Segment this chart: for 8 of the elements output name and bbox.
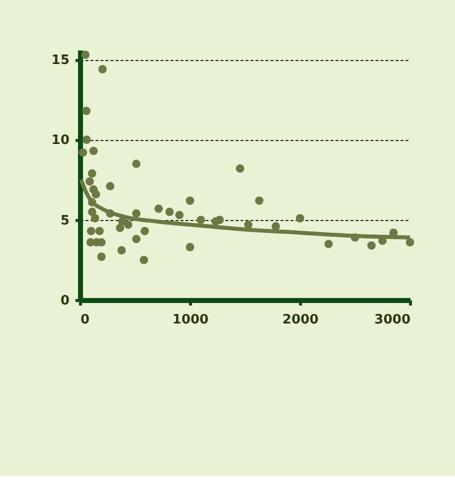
y-tick-label: 10 <box>51 133 70 148</box>
y-tick-label: 0 <box>60 294 70 308</box>
x-tick-label: 1000 <box>172 312 209 328</box>
y-tick-label: 15 <box>51 53 70 68</box>
y-tick-label: 5 <box>60 213 70 228</box>
x-tick-label: 0 <box>80 312 90 328</box>
x-tick-label: 3000 <box>374 312 410 328</box>
x-tick-label: 2000 <box>282 312 319 328</box>
